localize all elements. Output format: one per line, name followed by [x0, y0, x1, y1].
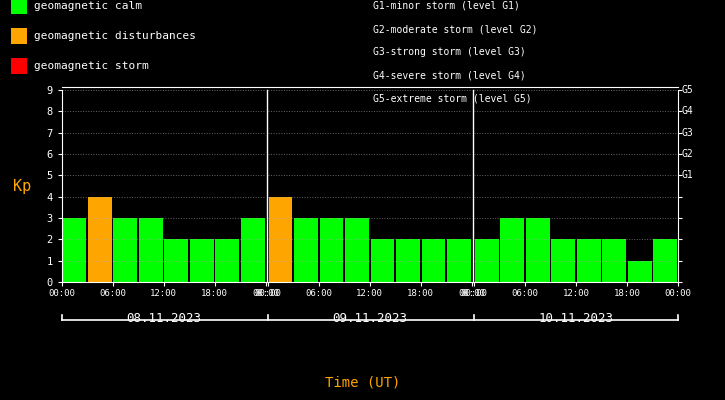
- Bar: [190, 239, 214, 282]
- Text: G4-severe storm (level G4): G4-severe storm (level G4): [373, 70, 526, 81]
- Bar: [577, 239, 600, 282]
- Bar: [422, 239, 445, 282]
- Text: G3: G3: [682, 128, 693, 138]
- Bar: [602, 239, 626, 282]
- Bar: [370, 239, 394, 282]
- Text: G1: G1: [682, 170, 693, 180]
- Bar: [114, 218, 137, 282]
- Bar: [396, 239, 420, 282]
- Text: geomagnetic disturbances: geomagnetic disturbances: [34, 31, 196, 41]
- Bar: [215, 239, 239, 282]
- Text: G5: G5: [682, 85, 693, 95]
- Text: G1-minor storm (level G1): G1-minor storm (level G1): [373, 1, 521, 11]
- Bar: [88, 197, 112, 282]
- Text: 09.11.2023: 09.11.2023: [332, 312, 407, 325]
- Bar: [653, 239, 677, 282]
- Text: G3-strong storm (level G3): G3-strong storm (level G3): [373, 47, 526, 57]
- Bar: [345, 218, 369, 282]
- Bar: [165, 239, 189, 282]
- Text: Time (UT): Time (UT): [325, 375, 400, 389]
- Text: G2: G2: [682, 149, 693, 159]
- Text: Kp: Kp: [12, 178, 31, 194]
- Text: 08.11.2023: 08.11.2023: [126, 312, 201, 325]
- Bar: [62, 218, 86, 282]
- Bar: [551, 239, 575, 282]
- Bar: [475, 239, 499, 282]
- Bar: [294, 218, 318, 282]
- Text: G4: G4: [682, 106, 693, 116]
- Bar: [526, 218, 550, 282]
- Bar: [447, 239, 471, 282]
- Bar: [628, 261, 652, 282]
- Text: geomagnetic calm: geomagnetic calm: [34, 1, 142, 11]
- Bar: [269, 197, 292, 282]
- Bar: [241, 218, 265, 282]
- Bar: [139, 218, 162, 282]
- Text: geomagnetic storm: geomagnetic storm: [34, 61, 149, 71]
- Text: G5-extreme storm (level G5): G5-extreme storm (level G5): [373, 94, 532, 104]
- Bar: [320, 218, 344, 282]
- Bar: [500, 218, 524, 282]
- Text: G2-moderate storm (level G2): G2-moderate storm (level G2): [373, 24, 538, 34]
- Text: 10.11.2023: 10.11.2023: [539, 312, 613, 325]
